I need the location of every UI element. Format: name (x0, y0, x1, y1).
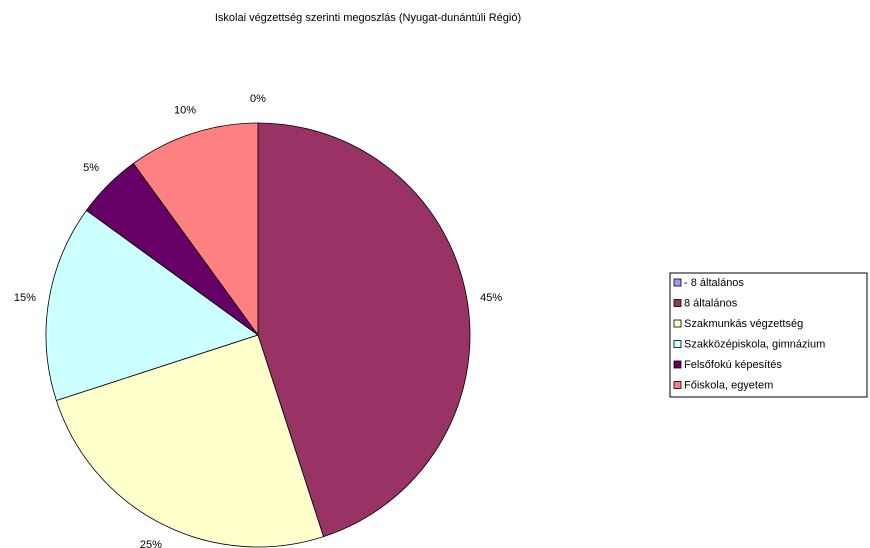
legend-swatch (673, 299, 682, 307)
legend-box (669, 272, 868, 398)
pie-slice (55, 334, 325, 548)
legend-label: 8 általános (684, 297, 738, 309)
legend-label: Szakmunkás végzettség (684, 318, 803, 330)
pie: 0% 45% 25% 15% 5% 10% (14, 93, 502, 548)
legend-label: Főiskola, egyetem (684, 379, 773, 391)
legend-label: - 8 általános (684, 277, 744, 289)
legend-swatch (673, 319, 682, 328)
legend-swatch (673, 340, 682, 348)
slice-label: 25% (140, 539, 162, 548)
pie-slice (45, 209, 259, 402)
slice-label: 15% (14, 292, 36, 304)
slice-label: 10% (174, 104, 196, 116)
legend-swatch (673, 360, 682, 369)
legend-label: Felsőfokú képesítés (684, 359, 782, 371)
legend-swatch (673, 381, 682, 389)
slice-label: 0% (250, 93, 266, 105)
slice-label: 45% (480, 292, 502, 304)
chart-title: Iskolai végzettség szerinti megoszlás (N… (215, 12, 521, 24)
legend-label: Szakközépiskola, gimnázium (684, 338, 825, 350)
legend: - 8 általános 8 általános Szakmunkás végze… (669, 272, 868, 398)
legend-swatch (673, 278, 682, 287)
slice-label: 5% (83, 162, 99, 174)
pie-slice (257, 122, 471, 538)
pie-slice (132, 122, 259, 337)
